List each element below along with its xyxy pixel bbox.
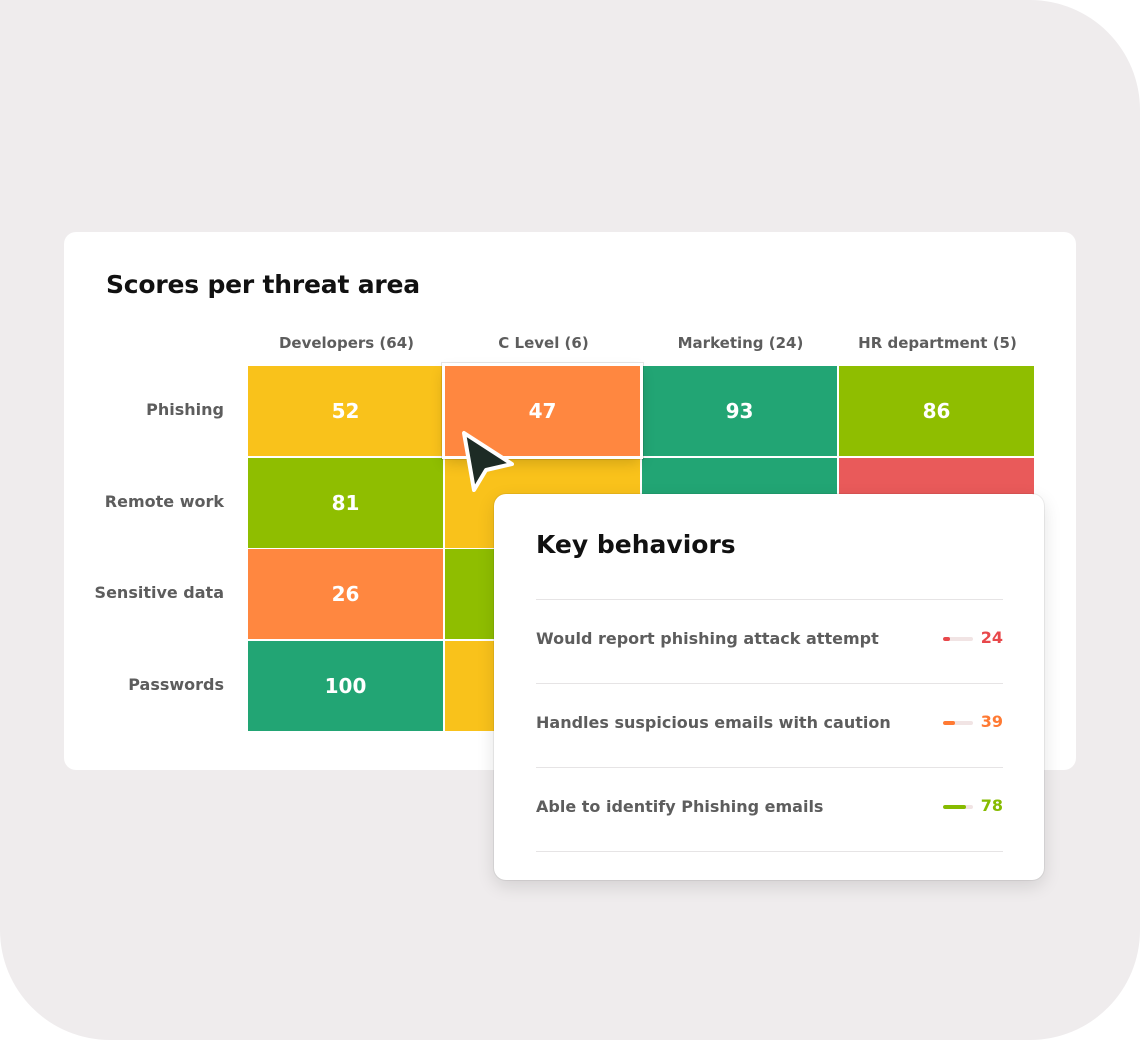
list-divider <box>536 683 1003 684</box>
column-header: HR department (5) <box>858 334 1017 352</box>
row-header: Sensitive data <box>94 583 224 602</box>
list-divider <box>536 851 1003 852</box>
score-bar <box>943 805 973 809</box>
behavior-row[interactable]: Would report phishing attack attempt 24 <box>536 599 1003 681</box>
score-bar <box>943 721 973 725</box>
behavior-score: 78 <box>980 796 1003 815</box>
behavior-label: Handles suspicious emails with caution <box>536 713 891 732</box>
score-bar-fill <box>943 637 951 641</box>
popup-title: Key behaviors <box>536 530 736 559</box>
score-bar-fill <box>943 721 955 725</box>
behavior-row[interactable]: Handles suspicious emails with caution 39 <box>536 683 1003 765</box>
column-header: Marketing (24) <box>677 334 804 352</box>
behavior-score: 24 <box>980 628 1003 647</box>
heatmap-cell[interactable]: 26 <box>248 549 443 639</box>
score-bar <box>943 637 973 641</box>
heatmap-cell[interactable]: 86 <box>839 366 1034 456</box>
pointer-arrow-icon <box>462 431 514 492</box>
behavior-row[interactable]: Able to identify Phishing emails 78 <box>536 767 1003 849</box>
behavior-label: Would report phishing attack attempt <box>536 629 879 648</box>
key-behaviors-popup: Key behaviors Would report phishing atta… <box>494 494 1044 880</box>
column-header: C Level (6) <box>498 334 589 352</box>
list-divider <box>536 599 1003 600</box>
row-header: Phishing <box>146 400 224 419</box>
list-divider <box>536 767 1003 768</box>
card-title: Scores per threat area <box>106 270 420 299</box>
heatmap-cell[interactable]: 100 <box>248 640 443 731</box>
heatmap-cell[interactable]: 52 <box>248 366 443 456</box>
score-bar-fill <box>943 805 967 809</box>
row-header: Remote work <box>104 491 224 511</box>
heatmap-cell[interactable]: 93 <box>642 366 837 456</box>
behavior-score: 39 <box>980 712 1003 731</box>
row-header: Passwords <box>128 674 224 694</box>
behavior-label: Able to identify Phishing emails <box>536 797 824 816</box>
heatmap-cell[interactable]: 81 <box>248 457 443 548</box>
column-header: Developers (64) <box>278 334 415 352</box>
